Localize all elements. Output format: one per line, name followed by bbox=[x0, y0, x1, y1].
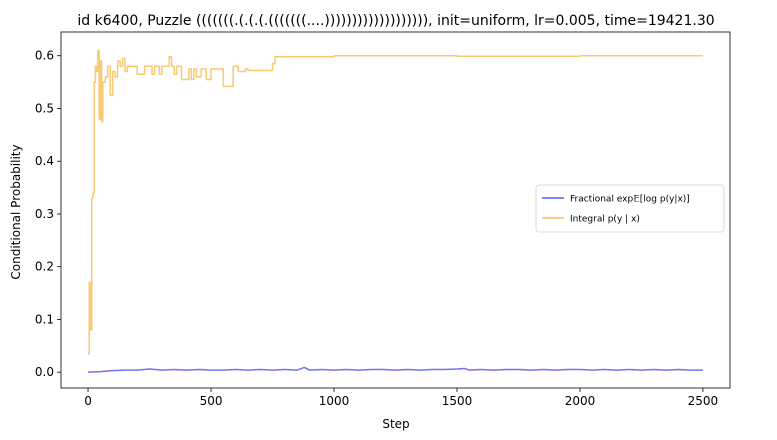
x-tick-label: 2000 bbox=[565, 394, 596, 408]
legend: Fractional exp𝔼[log p(y|x)] Integral p(y … bbox=[535, 184, 725, 233]
y-tick-label: 0.0 bbox=[35, 365, 54, 379]
x-tick-label: 500 bbox=[200, 394, 223, 408]
plot-area bbox=[88, 49, 703, 373]
y-tick-label: 0.6 bbox=[35, 49, 54, 63]
chart-title: id k6400, Puzzle (((((((.(.(.(.(((((((..… bbox=[77, 13, 714, 29]
axes-frame bbox=[60, 31, 731, 389]
x-axis-label: Step bbox=[382, 417, 409, 431]
series-line-1 bbox=[88, 49, 703, 355]
legend-box bbox=[535, 184, 725, 233]
y-axis-label: Conditional Probability bbox=[9, 144, 23, 279]
y-tick-label: 0.2 bbox=[35, 260, 54, 274]
legend-label: Integral p(y | x) bbox=[570, 215, 640, 225]
series-line-0 bbox=[88, 366, 703, 373]
y-tick-label: 0.3 bbox=[35, 207, 54, 221]
y-tick-label: 0.5 bbox=[35, 101, 54, 115]
x-tick-label: 1000 bbox=[319, 394, 350, 408]
y-tick-label: 0.4 bbox=[35, 154, 54, 168]
x-tick-label: 0 bbox=[84, 394, 92, 408]
axes: 0 500 1000 1500 2000 2500 0.0 0.1 0.2 0.3 0.4 0.5 0.… bbox=[35, 31, 731, 408]
legend-label: Fractional exp𝔼[log p(y|x)] bbox=[570, 195, 690, 205]
y-tick-label: 0.1 bbox=[35, 312, 54, 326]
x-tick-label: 1500 bbox=[442, 394, 473, 408]
x-tick-label: 2500 bbox=[688, 394, 719, 408]
